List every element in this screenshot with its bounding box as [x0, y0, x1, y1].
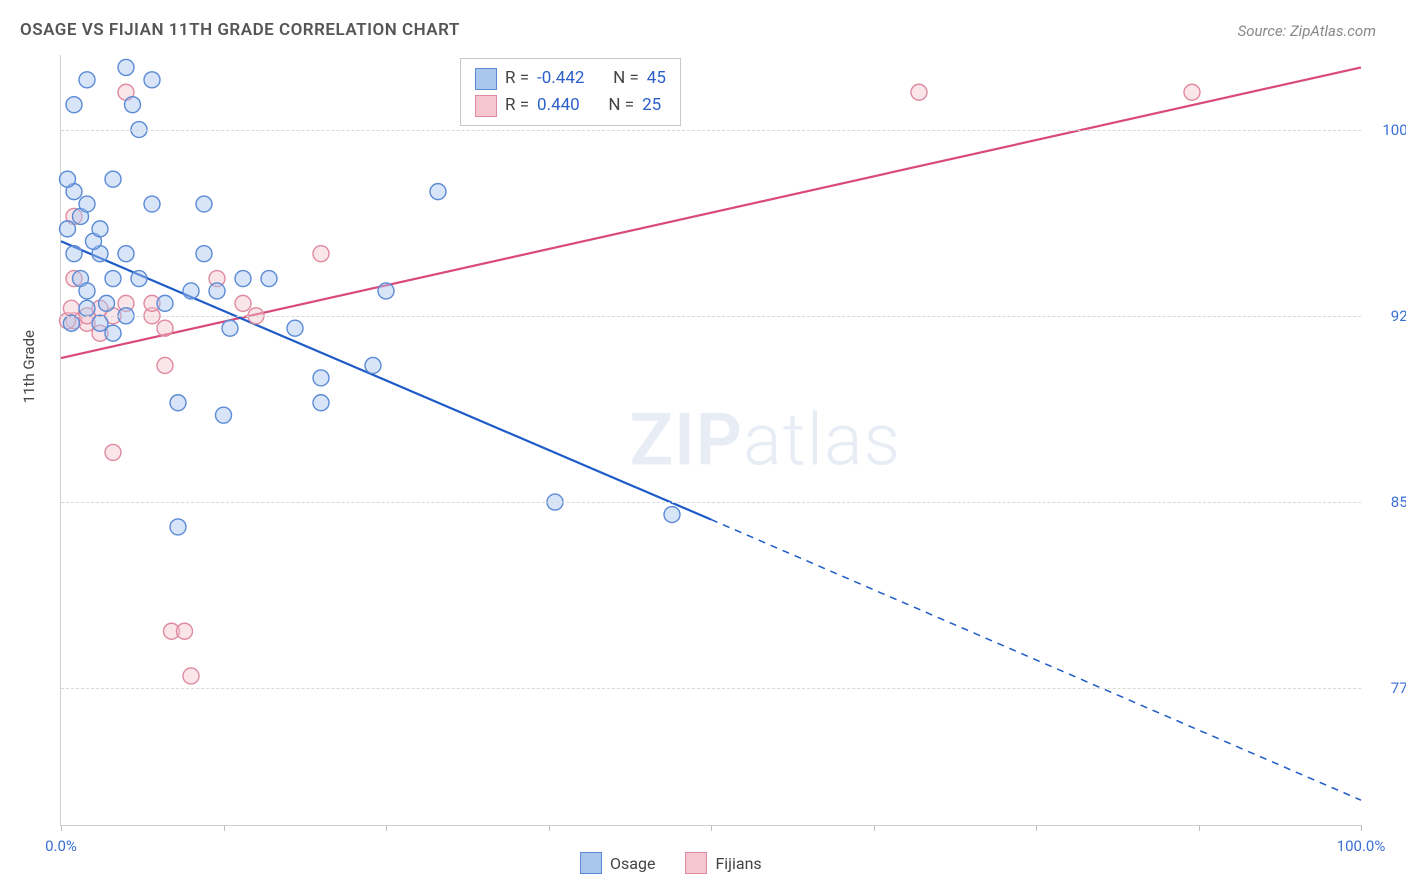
gridline: [61, 130, 1361, 131]
gridline: [61, 316, 1361, 317]
point-osage: [66, 97, 82, 113]
chart-svg: [61, 55, 1361, 825]
source-label: Source: ZipAtlas.com: [1238, 22, 1376, 40]
legend-stat-row: R = -0.442 N = 45: [475, 65, 666, 92]
point-osage: [170, 519, 186, 535]
x-tick: [224, 825, 225, 831]
x-tick: [549, 825, 550, 831]
y-axis-label: 11th Grade: [20, 330, 38, 403]
point-osage: [430, 184, 446, 200]
legend-n-label: N =: [613, 65, 639, 92]
legend-label: Osage: [610, 854, 655, 873]
point-osage: [99, 295, 115, 311]
legend-n-value: 25: [642, 92, 661, 119]
point-osage: [118, 246, 134, 262]
x-tick: [1199, 825, 1200, 831]
point-osage: [144, 196, 160, 212]
trendline-osage-extrap: [711, 519, 1361, 800]
point-osage: [105, 325, 121, 341]
point-osage: [79, 72, 95, 88]
point-osage: [131, 271, 147, 287]
legend-n-label: N =: [608, 92, 634, 119]
legend-swatch: [580, 852, 602, 874]
legend-r-value: 0.440: [537, 92, 580, 119]
gridline: [61, 688, 1361, 689]
point-osage: [183, 283, 199, 299]
point-osage: [118, 59, 134, 75]
x-tick: [711, 825, 712, 831]
point-fijians: [105, 444, 121, 460]
point-osage: [287, 320, 303, 336]
point-fijians: [235, 295, 251, 311]
point-osage: [222, 320, 238, 336]
legend-swatch: [475, 95, 497, 117]
point-osage: [313, 370, 329, 386]
point-fijians: [313, 246, 329, 262]
legend-swatch: [475, 68, 497, 90]
point-osage: [92, 221, 108, 237]
point-osage: [105, 171, 121, 187]
x-tick: [874, 825, 875, 831]
point-osage: [235, 271, 251, 287]
y-tick-label: 100.0%: [1371, 121, 1406, 139]
point-fijians: [157, 357, 173, 373]
x-tick: [61, 825, 62, 831]
y-tick-label: 85.0%: [1371, 493, 1406, 511]
point-osage: [378, 283, 394, 299]
point-osage: [66, 246, 82, 262]
x-tick-label: 0.0%: [45, 837, 77, 855]
legend-label: Fijians: [715, 854, 761, 873]
point-fijians: [157, 320, 173, 336]
point-osage: [261, 271, 277, 287]
point-osage: [79, 283, 95, 299]
point-osage: [313, 395, 329, 411]
legend-r-label: R =: [505, 65, 529, 92]
y-tick-label: 92.5%: [1371, 307, 1406, 325]
point-osage: [105, 271, 121, 287]
point-osage: [63, 315, 79, 331]
point-osage: [60, 171, 76, 187]
point-osage: [79, 300, 95, 316]
gridline: [61, 502, 1361, 503]
point-osage: [60, 221, 76, 237]
point-fijians: [1184, 84, 1200, 100]
point-fijians: [183, 668, 199, 684]
point-osage: [196, 196, 212, 212]
point-osage: [664, 507, 680, 523]
legend-swatch: [685, 852, 707, 874]
point-fijians: [63, 300, 79, 316]
legend-n-value: 45: [647, 65, 666, 92]
point-osage: [144, 72, 160, 88]
legend-item: Fijians: [685, 852, 761, 874]
point-osage: [170, 395, 186, 411]
legend-stats: R = -0.442 N = 45 R = 0.440 N = 25: [460, 58, 681, 126]
point-fijians: [177, 623, 193, 639]
point-osage: [365, 357, 381, 373]
x-tick: [1361, 825, 1362, 831]
legend-series: Osage Fijians: [580, 852, 762, 874]
legend-r-value: -0.442: [537, 65, 584, 92]
point-osage: [79, 196, 95, 212]
legend-r-label: R =: [505, 92, 529, 119]
point-osage: [157, 295, 173, 311]
x-tick: [1036, 825, 1037, 831]
point-osage: [125, 97, 141, 113]
plot-area: ZIPatlas 77.5%85.0%92.5%100.0%0.0%100.0%: [60, 55, 1361, 826]
point-osage: [209, 283, 225, 299]
legend-stat-row: R = 0.440 N = 25: [475, 92, 666, 119]
legend-item: Osage: [580, 852, 655, 874]
y-tick-label: 77.5%: [1371, 679, 1406, 697]
x-tick-label: 100.0%: [1337, 837, 1386, 855]
point-osage: [216, 407, 232, 423]
chart-title: OSAGE VS FIJIAN 11TH GRADE CORRELATION C…: [20, 20, 460, 40]
point-osage: [196, 246, 212, 262]
x-tick: [386, 825, 387, 831]
point-fijians: [911, 84, 927, 100]
